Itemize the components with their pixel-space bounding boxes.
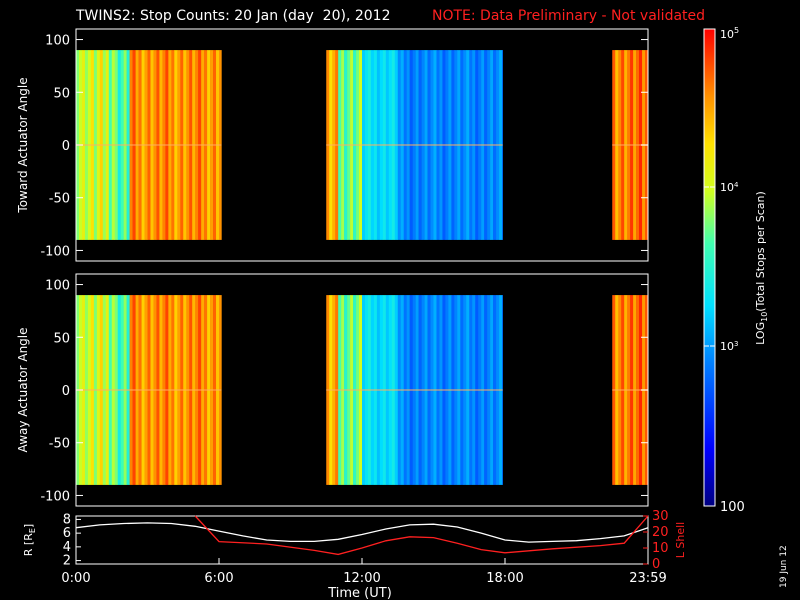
toward-heatmap: [76, 50, 649, 240]
date-stamp: 19 Jun 12: [779, 545, 789, 588]
y-tick-label: 100: [45, 279, 70, 294]
x-tick-label: 12:00: [343, 571, 380, 586]
toward-y-axis: 100 50 0 -50 -100: [40, 34, 648, 259]
zero-angle-seam: [612, 389, 648, 391]
away-panel: 100 50 0 -50 -100 Away Actuator Angle: [16, 273, 649, 507]
orbit-left-label: R [RE]: [22, 524, 37, 556]
left-tick-label: 6: [63, 526, 71, 541]
x-tick-label: 0:00: [61, 571, 90, 586]
radius-line: [75, 522, 649, 543]
y-tick-label: 50: [53, 331, 70, 346]
time-axis: 0:00 6:00 12:00 18:00 23:59: [61, 558, 667, 586]
colorbar: 105 104 103 100 LOG10(Total Stops per Sc…: [703, 26, 769, 515]
colorbar-tick-mid: 104: [720, 181, 739, 194]
time-axis-label: Time (UT): [327, 586, 392, 600]
colorbar-tick-top: 105: [720, 26, 739, 41]
toward-panel: 100 50 0 -50 -100 Toward Actuator Angle: [16, 28, 649, 262]
colorbar-ticks: [704, 186, 715, 347]
lshell-line: [194, 515, 649, 556]
y-tick-label: 0: [62, 139, 70, 154]
x-tick-label: 6:00: [204, 571, 233, 586]
zero-angle-seam: [326, 144, 503, 146]
right-tick-label: 10: [652, 541, 669, 556]
zero-angle-seam: [612, 144, 648, 146]
toward-y-label: Toward Actuator Angle: [16, 77, 30, 213]
away-heatmap: [76, 295, 649, 485]
y-tick-label: 100: [45, 34, 70, 49]
data-note: NOTE: Data Preliminary - Not validated: [432, 8, 705, 24]
right-tick-label: 20: [652, 525, 669, 540]
left-tick-label: 4: [63, 540, 71, 555]
left-tick-label: 8: [63, 512, 71, 527]
orbit-right-label: L Shell: [674, 522, 687, 558]
x-tick-label: 23:59: [629, 571, 666, 586]
colorbar-label: LOG10(Total Stops per Scan): [754, 191, 769, 345]
colorbar-tick-bottom: 100: [720, 500, 745, 515]
right-tick-label: 0: [652, 557, 660, 572]
away-y-axis: 100 50 0 -50 -100: [40, 279, 648, 504]
zero-angle-seam: [326, 389, 503, 391]
zero-angle-seam: [76, 389, 222, 391]
colorbar-gradient: [703, 28, 716, 507]
away-y-label: Away Actuator Angle: [16, 327, 30, 452]
x-tick-label: 18:00: [486, 571, 523, 586]
right-tick-label: 30: [652, 509, 669, 524]
left-tick-label: 2: [63, 554, 71, 569]
y-tick-label: -50: [49, 437, 70, 452]
colorbar-tick-low: 103: [720, 340, 738, 353]
chart-title: TWINS2: Stop Counts: 20 Jan (day 20), 20…: [75, 8, 391, 24]
y-tick-label: -50: [49, 192, 70, 207]
zero-angle-seam: [76, 144, 222, 146]
y-tick-label: 50: [53, 86, 70, 101]
y-tick-label: 0: [62, 384, 70, 399]
y-tick-label: -100: [40, 244, 70, 259]
y-tick-label: -100: [40, 489, 70, 504]
